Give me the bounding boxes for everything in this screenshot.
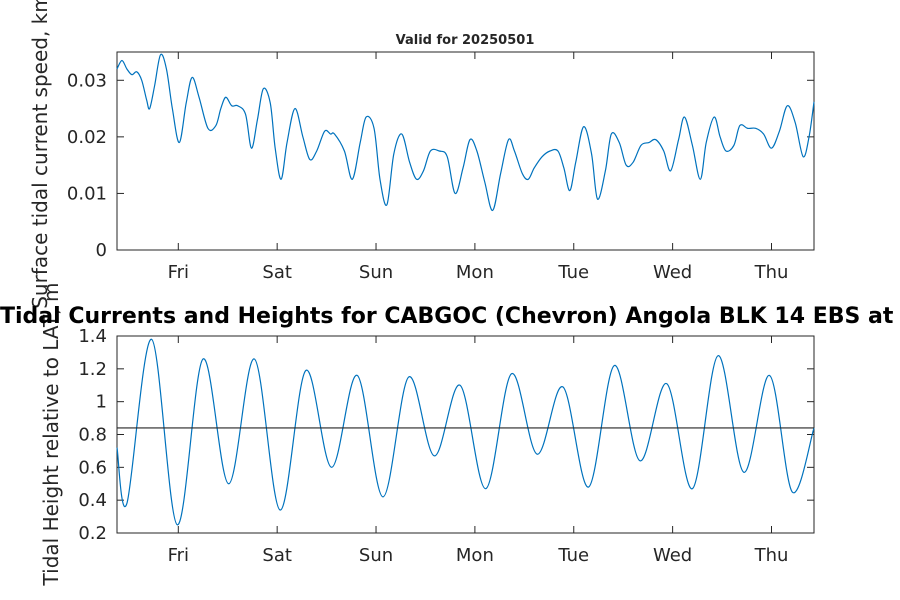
current-speed-plot-area xyxy=(116,51,815,251)
series-line xyxy=(116,338,815,526)
x-tick-label: Sun xyxy=(359,545,393,566)
x-tick-label: Mon xyxy=(456,545,494,566)
tidal-height-x-ticks: Fri Sat Sun Mon Tue Wed Thu xyxy=(168,336,789,566)
y-tick-label: 1.2 xyxy=(78,359,107,380)
y-tick-label: 1 xyxy=(96,392,107,413)
current-speed-y-ticks: 0 0.01 0.02 0.03 xyxy=(67,70,814,261)
y-tick-label: 0.8 xyxy=(78,425,107,446)
x-tick-label: Sat xyxy=(262,262,292,283)
current-speed-panel: Valid for 20250501 Fri Sat Sun Mon Tue Wed Thu… xyxy=(28,0,815,309)
tidal-height-panel: Fri Sat Sun Mon Tue Wed Thu 0.2 0.4 0.6 0.8 1 1.2 1.… xyxy=(39,283,815,587)
y-tick-label: 0.03 xyxy=(67,70,107,91)
y-tick-label: 0.6 xyxy=(78,457,107,478)
y-tick-label: 0.02 xyxy=(67,127,107,148)
current-speed-series xyxy=(116,53,815,212)
x-tick-label: Sun xyxy=(359,262,393,283)
x-tick-label: Tue xyxy=(557,262,589,283)
x-tick-label: Mon xyxy=(456,262,494,283)
series-line xyxy=(116,53,815,212)
x-tick-label: Fri xyxy=(168,262,189,283)
x-tick-label: Tue xyxy=(557,545,589,566)
x-tick-label: Thu xyxy=(754,545,789,566)
y-tick-label: 0.4 xyxy=(78,490,107,511)
current-speed-title: Valid for 20250501 xyxy=(396,33,535,48)
y-tick-label: 0 xyxy=(96,240,107,261)
tidal-height-y-axis-label: Tidal Height relative to LAT, m xyxy=(39,283,63,587)
x-tick-label: Wed xyxy=(653,262,692,283)
x-tick-label: Sat xyxy=(262,545,292,566)
current-speed-x-ticks: Fri Sat Sun Mon Tue Wed Thu xyxy=(168,52,789,283)
y-tick-label: 0.2 xyxy=(78,523,107,544)
y-tick-label: 0.01 xyxy=(67,183,107,204)
tidal-height-series xyxy=(116,338,815,526)
x-tick-label: Fri xyxy=(168,545,189,566)
y-tick-label: 1.4 xyxy=(78,326,107,347)
current-speed-y-axis-label: Surface tidal current speed, km xyxy=(28,0,52,309)
tidal-height-plot-area xyxy=(116,335,815,534)
x-tick-label: Thu xyxy=(754,262,789,283)
tidal-height-y-ticks: 0.2 0.4 0.6 0.8 1 1.2 1.4 xyxy=(78,326,814,544)
x-tick-label: Wed xyxy=(653,545,692,566)
figure-main-title: Tidal Currents and Heights for CABGOC (C… xyxy=(0,304,900,329)
